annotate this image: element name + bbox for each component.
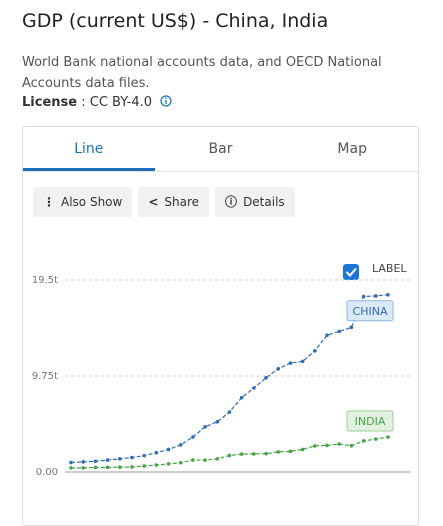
data-point bbox=[374, 294, 378, 298]
page: GDP (current US$) - China, India World B… bbox=[22, 10, 419, 526]
data-point bbox=[386, 435, 390, 439]
data-point bbox=[191, 458, 195, 462]
toolbar: ⋮ Also Show < Share ⓘ Details bbox=[33, 187, 295, 217]
button-label: Also Show bbox=[61, 195, 123, 209]
series-label: INDIA bbox=[355, 415, 386, 428]
data-point bbox=[154, 463, 159, 467]
tabs: Line Bar Map bbox=[23, 127, 418, 172]
data-point bbox=[288, 449, 293, 454]
data-point bbox=[215, 419, 220, 424]
data-point bbox=[276, 367, 281, 371]
license-separator: : bbox=[81, 95, 86, 110]
label-toggle[interactable]: LABEL bbox=[372, 262, 407, 275]
data-point bbox=[81, 466, 85, 470]
data-point bbox=[93, 459, 98, 464]
chart: LABEL 0.00 9.75t 19.5t CHINA INDIA bbox=[32, 262, 410, 478]
series-label: CHINA bbox=[353, 305, 388, 318]
data-point bbox=[386, 292, 390, 297]
info-icon[interactable] bbox=[160, 95, 172, 107]
data-point bbox=[166, 447, 171, 452]
data-point bbox=[203, 458, 207, 462]
data-point bbox=[105, 458, 110, 462]
data-point bbox=[142, 464, 146, 468]
label-checkbox[interactable] bbox=[343, 264, 359, 280]
series-line bbox=[71, 436, 389, 469]
details-button[interactable]: ⓘ Details bbox=[215, 187, 295, 217]
data-point bbox=[81, 460, 85, 464]
data-point bbox=[105, 465, 110, 470]
data-point bbox=[252, 452, 256, 456]
share-button[interactable]: < Share bbox=[138, 187, 210, 217]
data-point bbox=[239, 452, 244, 456]
series-line bbox=[70, 294, 389, 464]
data-point bbox=[227, 410, 232, 414]
tab[interactable]: Bar bbox=[208, 141, 233, 157]
data-point bbox=[69, 460, 73, 465]
data-point bbox=[130, 465, 134, 469]
also-show-button[interactable]: ⋮ Also Show bbox=[33, 187, 133, 217]
data-point bbox=[361, 439, 366, 443]
data-point bbox=[93, 465, 98, 470]
series-label-box bbox=[346, 300, 394, 322]
data-point bbox=[361, 294, 366, 299]
license-value: CC BY-4.0 bbox=[89, 95, 153, 110]
data-point bbox=[130, 455, 134, 460]
data-point bbox=[325, 443, 329, 448]
data-point bbox=[154, 450, 159, 455]
data-point bbox=[117, 465, 122, 469]
y-tick-label: 9.75t bbox=[32, 371, 58, 382]
license-label: License bbox=[22, 95, 78, 110]
tab[interactable]: Map bbox=[337, 141, 367, 157]
data-point bbox=[239, 395, 244, 400]
data-point bbox=[252, 386, 256, 390]
data-point bbox=[69, 466, 73, 470]
check-mark bbox=[345, 267, 357, 277]
data-point bbox=[300, 359, 305, 364]
data-point bbox=[288, 361, 293, 365]
data-point bbox=[300, 447, 305, 452]
data-point bbox=[313, 444, 317, 448]
data-point bbox=[337, 329, 342, 334]
tab[interactable]: Line bbox=[23, 127, 155, 171]
page-title: GDP (current US$) - China, India bbox=[22, 10, 329, 32]
series-label-box bbox=[346, 410, 394, 432]
data-point bbox=[276, 450, 281, 454]
data-point bbox=[264, 375, 268, 380]
data-point bbox=[227, 453, 232, 458]
data-point bbox=[313, 348, 317, 353]
data-point bbox=[178, 460, 183, 465]
data-point bbox=[142, 453, 146, 458]
data-point bbox=[117, 457, 122, 461]
data-point bbox=[178, 443, 183, 447]
y-tick-label: 0.00 bbox=[36, 467, 58, 478]
data-point bbox=[349, 325, 354, 330]
data-point bbox=[191, 435, 195, 439]
data-point bbox=[264, 451, 268, 456]
data-point bbox=[166, 462, 171, 466]
button-label: Share bbox=[164, 195, 200, 209]
data-point bbox=[215, 457, 220, 461]
y-tick-label: 19.5t bbox=[32, 275, 58, 286]
data-point bbox=[203, 425, 207, 429]
data-point bbox=[349, 443, 354, 448]
license: License : CC BY-4.0 bbox=[22, 95, 172, 110]
description: World Bank national accounts data, and O… bbox=[22, 55, 382, 91]
data-point bbox=[374, 437, 378, 441]
data-point bbox=[337, 442, 342, 446]
button-label: Details bbox=[243, 195, 285, 209]
data-point bbox=[325, 333, 329, 338]
